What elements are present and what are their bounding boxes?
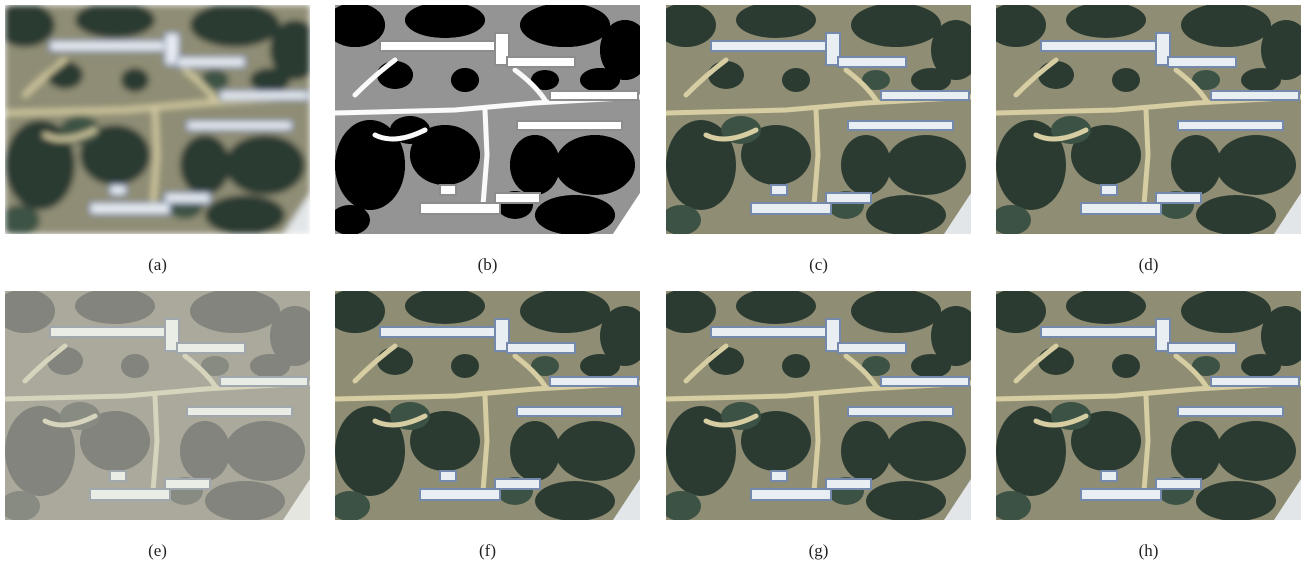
caption: (h) bbox=[996, 541, 1301, 561]
caption: (b) bbox=[335, 255, 640, 275]
image-content bbox=[996, 5, 1301, 234]
caption: (d) bbox=[996, 255, 1301, 275]
caption: (f) bbox=[335, 541, 640, 561]
caption: (c) bbox=[666, 255, 971, 275]
caption: (e) bbox=[5, 541, 310, 561]
panel: (e) bbox=[5, 291, 310, 561]
figure: (a) (b) (c) (d) (e) (f) (g) (h) bbox=[0, 0, 1308, 561]
image-content bbox=[666, 291, 971, 520]
satellite-image bbox=[5, 291, 310, 520]
satellite-image bbox=[666, 291, 971, 520]
caption: (a) bbox=[5, 255, 310, 275]
satellite-image bbox=[666, 5, 971, 234]
image-content bbox=[5, 291, 310, 520]
panel: (a) bbox=[5, 5, 310, 275]
satellite-image bbox=[996, 291, 1301, 520]
panel: (d) bbox=[996, 5, 1301, 275]
image-content bbox=[996, 291, 1301, 520]
panel: (h) bbox=[996, 291, 1301, 561]
satellite-image bbox=[996, 5, 1301, 234]
satellite-image bbox=[5, 5, 310, 234]
satellite-image bbox=[335, 5, 640, 234]
caption: (g) bbox=[666, 541, 971, 561]
image-content bbox=[666, 5, 971, 234]
image-content bbox=[335, 5, 640, 234]
panel: (b) bbox=[335, 5, 640, 275]
panel: (f) bbox=[335, 291, 640, 561]
panel: (c) bbox=[666, 5, 971, 275]
image-content bbox=[335, 291, 640, 520]
panel: (g) bbox=[666, 291, 971, 561]
image-content bbox=[5, 5, 310, 234]
satellite-image bbox=[335, 291, 640, 520]
